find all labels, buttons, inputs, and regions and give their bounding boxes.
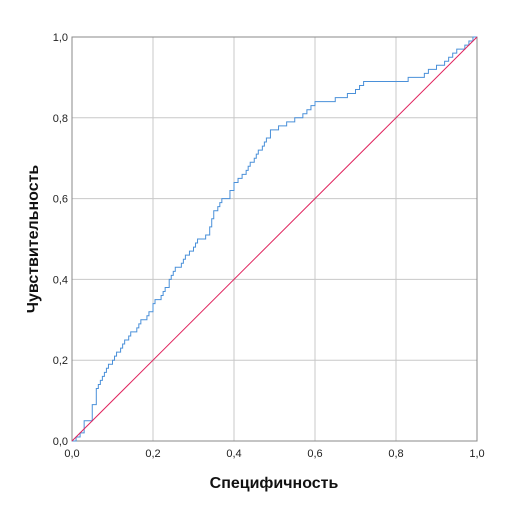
y-tick-label: 1,0: [53, 32, 68, 44]
y-tick-label: 0,6: [53, 194, 68, 206]
x-tick-labels: 0,0 0,2 0,4 0,6 0,8 1,0: [64, 448, 484, 460]
y-tick-label: 0,0: [53, 436, 68, 448]
y-tick-labels: 0,0 0,2 0,4 0,6 0,8 1,0: [53, 32, 68, 448]
x-tick-label: 1,0: [469, 448, 484, 460]
y-tick-label: 0,2: [53, 355, 68, 367]
x-tick-label: 0,8: [388, 448, 403, 460]
y-tick-label: 0,8: [53, 113, 68, 125]
x-tick-label: 0,6: [307, 448, 322, 460]
series-layer: [71, 36, 478, 442]
x-tick-label: 0,0: [64, 448, 79, 460]
x-axis-title: Специфичность: [210, 475, 339, 492]
y-axis-title: Чувствительность: [25, 165, 42, 314]
x-tick-label: 0,4: [226, 448, 241, 460]
plot-area: [71, 36, 478, 442]
reference-diagonal-line: [71, 36, 478, 442]
roc-curve-line: [72, 36, 477, 442]
x-tick-label: 0,2: [145, 448, 160, 460]
y-tick-label: 0,4: [53, 274, 68, 286]
